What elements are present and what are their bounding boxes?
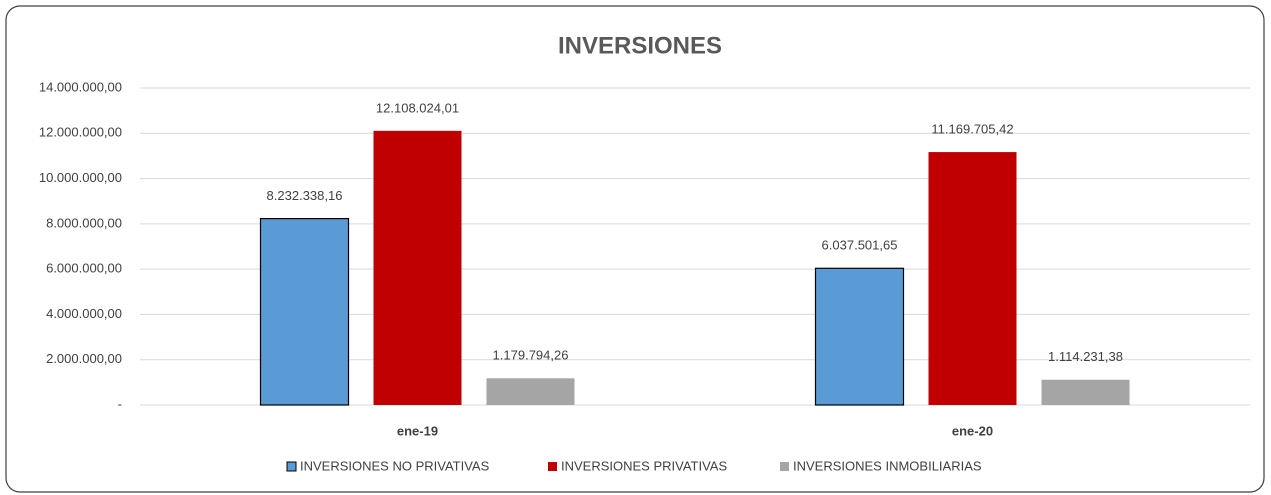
legend-swatch	[286, 461, 297, 472]
legend-label: INVERSIONES INMOBILIARIAS	[793, 458, 982, 473]
y-tick-label: 12.000.000,00	[39, 125, 122, 140]
y-tick-label: 2.000.000,00	[46, 351, 122, 366]
data-label: 1.114.231,38	[1048, 349, 1123, 364]
data-label: 6.037.501,65	[822, 238, 898, 253]
x-tick-label: ene-20	[952, 423, 993, 438]
data-label: 8.232.338,16	[267, 188, 343, 203]
y-tick-label: 4.000.000,00	[46, 306, 122, 321]
data-label: 11.169.705,42	[931, 122, 1013, 137]
bar	[928, 152, 1017, 405]
chart-title: INVERSIONES	[558, 32, 722, 59]
data-label: 1.179.794,26	[493, 348, 569, 363]
y-tick-label: 6.000.000,00	[46, 261, 122, 276]
y-tick-label: 14.000.000,00	[39, 79, 122, 94]
y-tick-label: 8.000.000,00	[46, 215, 122, 230]
chart-frame	[5, 5, 1265, 493]
data-label: 12.108.024,01	[376, 100, 459, 115]
legend-label: INVERSIONES PRIVATIVAS	[561, 458, 727, 473]
legend-swatch	[548, 462, 557, 471]
bar	[259, 217, 350, 406]
bar	[814, 267, 905, 406]
y-tick-label: -	[118, 396, 122, 411]
legend-label: INVERSIONES NO PRIVATIVAS	[300, 458, 490, 473]
y-tick-label: 10.000.000,00	[39, 170, 122, 185]
bar	[373, 130, 462, 406]
legend-swatch	[780, 462, 789, 471]
x-tick-label: ene-19	[397, 423, 438, 438]
bar	[486, 378, 575, 405]
bar	[1041, 379, 1130, 405]
